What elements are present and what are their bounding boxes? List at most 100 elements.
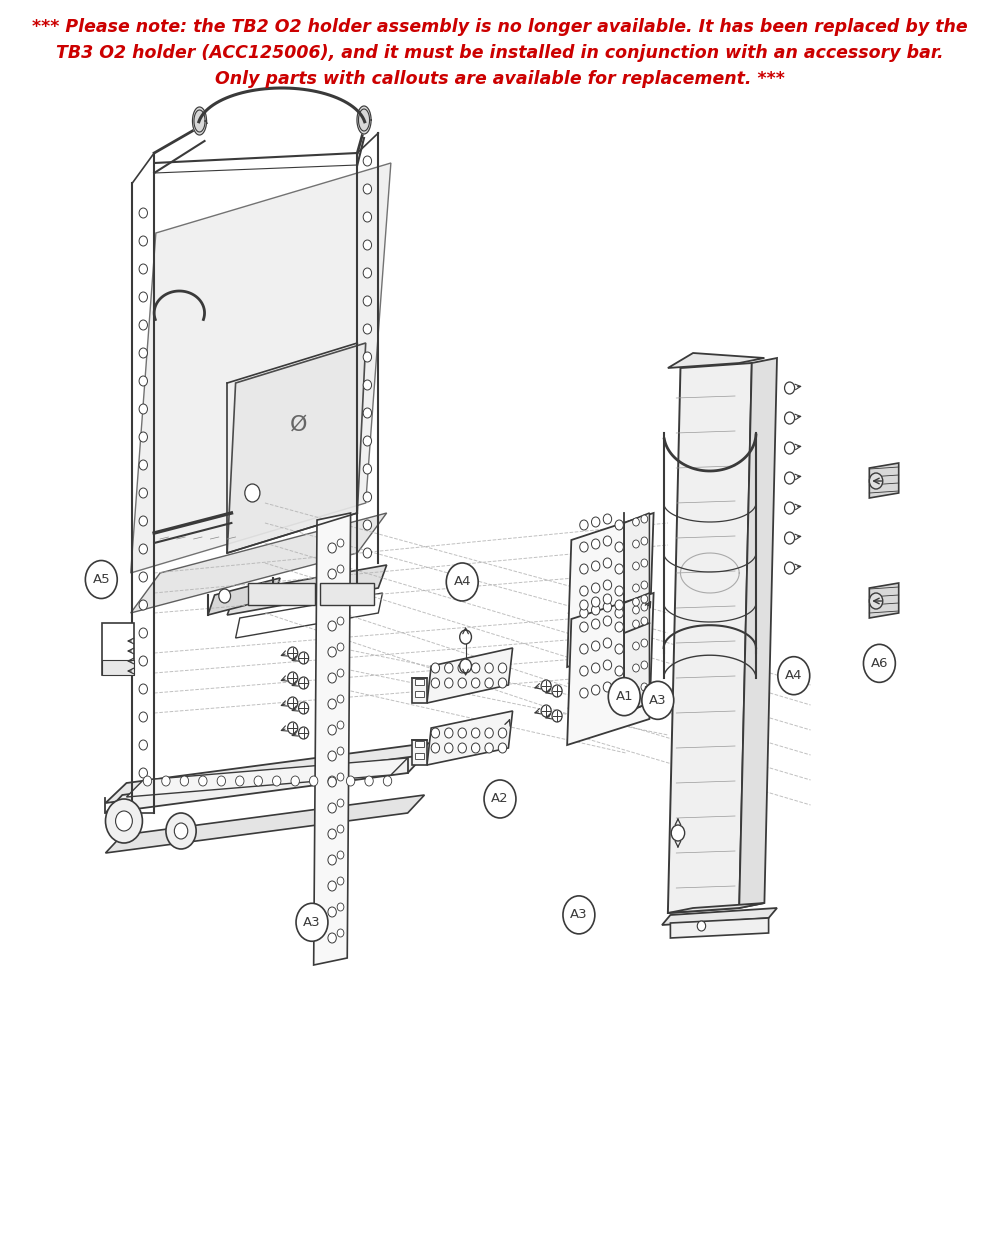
- Text: Ø: Ø: [290, 416, 307, 435]
- Circle shape: [337, 747, 344, 755]
- Circle shape: [328, 907, 336, 917]
- Circle shape: [641, 683, 648, 690]
- Circle shape: [299, 702, 309, 714]
- Circle shape: [180, 776, 189, 785]
- Circle shape: [603, 616, 612, 626]
- Circle shape: [603, 660, 612, 670]
- Circle shape: [139, 572, 147, 582]
- Circle shape: [85, 561, 117, 598]
- Circle shape: [143, 776, 152, 785]
- Circle shape: [219, 589, 231, 603]
- Polygon shape: [236, 593, 382, 637]
- Circle shape: [591, 539, 600, 549]
- Circle shape: [615, 543, 623, 552]
- Circle shape: [363, 492, 372, 502]
- Circle shape: [471, 663, 480, 673]
- Circle shape: [139, 544, 147, 554]
- Circle shape: [162, 776, 170, 785]
- Circle shape: [251, 584, 262, 598]
- Circle shape: [615, 666, 623, 676]
- Circle shape: [363, 268, 372, 277]
- Circle shape: [337, 616, 344, 625]
- Circle shape: [633, 642, 639, 650]
- Circle shape: [591, 561, 600, 571]
- Circle shape: [471, 743, 480, 753]
- Circle shape: [446, 563, 478, 600]
- Circle shape: [431, 663, 440, 673]
- Circle shape: [641, 616, 648, 625]
- Circle shape: [139, 628, 147, 637]
- Circle shape: [615, 600, 623, 610]
- Circle shape: [471, 678, 480, 688]
- Circle shape: [615, 563, 623, 575]
- Circle shape: [363, 408, 372, 418]
- Circle shape: [633, 598, 639, 605]
- Circle shape: [580, 688, 588, 698]
- Circle shape: [485, 678, 493, 688]
- Circle shape: [552, 686, 562, 697]
- Circle shape: [458, 663, 466, 673]
- Circle shape: [139, 348, 147, 358]
- Circle shape: [337, 851, 344, 859]
- Circle shape: [580, 563, 588, 575]
- Circle shape: [288, 697, 298, 709]
- Circle shape: [328, 699, 336, 709]
- Circle shape: [615, 586, 623, 596]
- Circle shape: [337, 877, 344, 885]
- Circle shape: [139, 488, 147, 498]
- Bar: [102, 660, 134, 674]
- Circle shape: [641, 559, 648, 567]
- Circle shape: [445, 727, 453, 739]
- Circle shape: [785, 562, 795, 575]
- Circle shape: [541, 681, 551, 692]
- Circle shape: [139, 321, 147, 330]
- Circle shape: [458, 727, 466, 739]
- Text: A4: A4: [785, 670, 803, 682]
- Circle shape: [139, 515, 147, 526]
- Text: A2: A2: [491, 793, 509, 805]
- Circle shape: [869, 593, 883, 609]
- Circle shape: [580, 520, 588, 530]
- Polygon shape: [357, 106, 371, 134]
- Circle shape: [580, 608, 588, 618]
- Polygon shape: [314, 513, 351, 965]
- Bar: [320, 583, 374, 605]
- Circle shape: [288, 647, 298, 658]
- Circle shape: [291, 776, 299, 785]
- Circle shape: [139, 404, 147, 414]
- Circle shape: [785, 382, 795, 395]
- Text: TB3 O2 holder (ACC125006), and it must be installed in conjunction with an acces: TB3 O2 holder (ACC125006), and it must b…: [56, 44, 944, 62]
- Circle shape: [485, 727, 493, 739]
- Circle shape: [460, 658, 471, 673]
- Polygon shape: [131, 163, 391, 573]
- Circle shape: [603, 514, 612, 524]
- Circle shape: [633, 620, 639, 628]
- Polygon shape: [105, 755, 424, 813]
- Bar: [248, 583, 315, 605]
- Circle shape: [615, 621, 623, 633]
- Circle shape: [615, 608, 623, 618]
- Circle shape: [328, 725, 336, 735]
- Circle shape: [591, 641, 600, 651]
- Circle shape: [139, 740, 147, 750]
- Circle shape: [552, 710, 562, 723]
- Circle shape: [139, 292, 147, 302]
- Polygon shape: [192, 107, 207, 134]
- Circle shape: [337, 721, 344, 729]
- Circle shape: [460, 630, 471, 644]
- Circle shape: [641, 538, 648, 545]
- Polygon shape: [739, 358, 777, 907]
- Circle shape: [641, 603, 648, 612]
- Circle shape: [363, 240, 372, 250]
- Circle shape: [580, 666, 588, 676]
- Circle shape: [139, 376, 147, 386]
- Polygon shape: [105, 795, 424, 853]
- Circle shape: [328, 673, 336, 683]
- Polygon shape: [227, 343, 366, 552]
- Circle shape: [615, 688, 623, 698]
- Circle shape: [785, 531, 795, 544]
- Circle shape: [139, 264, 147, 274]
- Text: A3: A3: [649, 694, 667, 707]
- Polygon shape: [567, 593, 654, 745]
- Circle shape: [236, 776, 244, 785]
